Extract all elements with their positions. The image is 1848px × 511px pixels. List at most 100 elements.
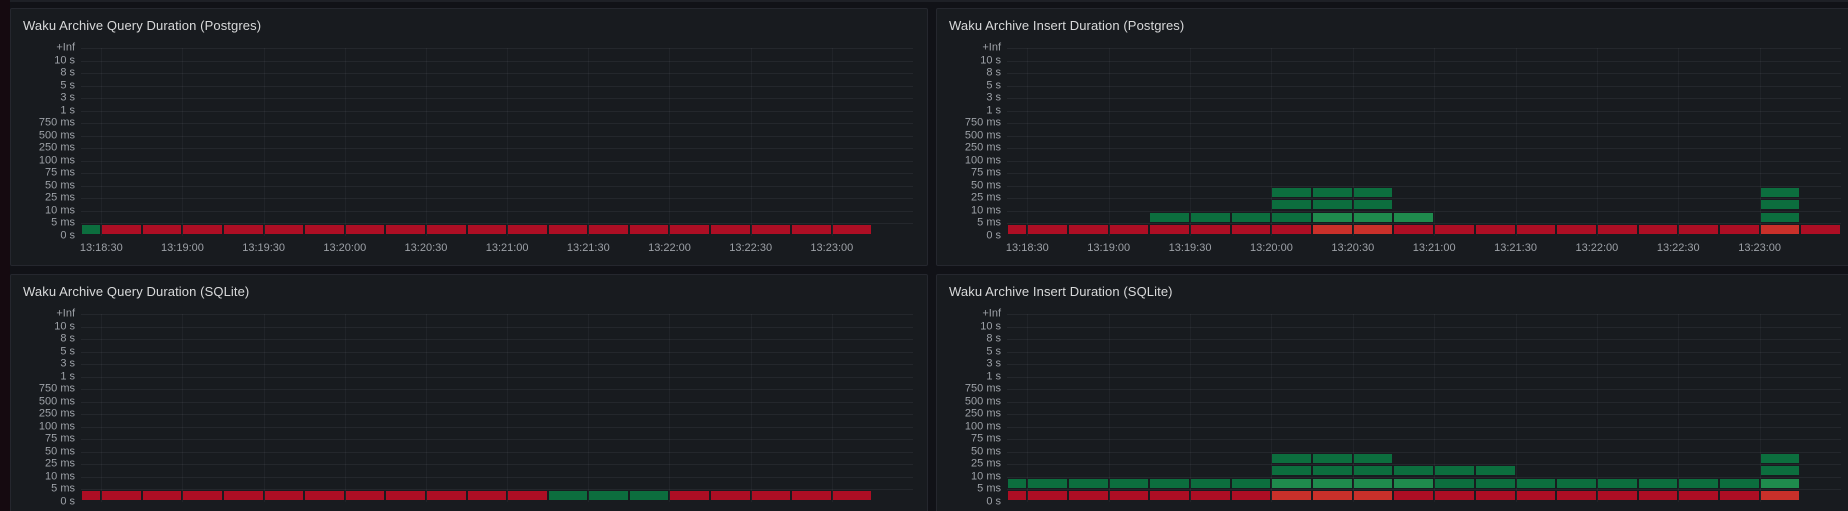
heatmap-cell[interactable] (1394, 478, 1434, 488)
heatmap-cell[interactable] (305, 491, 344, 501)
heatmap-cell[interactable] (1109, 478, 1149, 488)
heatmap-cell[interactable] (548, 491, 588, 501)
heatmap-cell[interactable] (1069, 225, 1108, 235)
heatmap-cell[interactable] (1313, 491, 1352, 501)
heatmap-cell[interactable] (1760, 187, 1800, 197)
heatmap-cell[interactable] (82, 225, 101, 235)
heatmap-cell[interactable] (1008, 491, 1027, 501)
heatmap-cell[interactable] (386, 491, 425, 501)
heatmap-cell[interactable] (1353, 212, 1393, 222)
heatmap-cell[interactable] (1272, 478, 1312, 488)
panel-header[interactable]: Waku Archive Query Duration (SQLite) (11, 275, 927, 307)
heatmap-cell[interactable] (1109, 491, 1149, 501)
panel-title[interactable]: Waku Archive Insert Duration (SQLite) (949, 283, 1173, 299)
heatmap-canvas[interactable] (1007, 48, 1841, 236)
heatmap-cell[interactable] (1150, 225, 1190, 235)
heatmap-cell[interactable] (102, 491, 141, 501)
heatmap-cell[interactable] (1272, 212, 1312, 222)
heatmap-cell[interactable] (1760, 453, 1800, 463)
heatmap-cell[interactable] (1028, 491, 1067, 501)
heatmap-cell[interactable] (1597, 478, 1637, 488)
heatmap-cell[interactable] (1394, 225, 1434, 235)
heatmap-cell[interactable] (1231, 491, 1271, 501)
heatmap-cell[interactable] (1191, 478, 1230, 488)
heatmap-cell[interactable] (1679, 478, 1718, 488)
heatmap-cell[interactable] (1760, 478, 1800, 488)
heatmap-cell[interactable] (305, 225, 344, 235)
heatmap-cell[interactable] (1191, 225, 1230, 235)
heatmap-cell[interactable] (1008, 225, 1027, 235)
heatmap-cell[interactable] (1475, 225, 1515, 235)
heatmap-cell[interactable] (1557, 478, 1596, 488)
heatmap-cell[interactable] (1475, 491, 1515, 501)
heatmap-cell[interactable] (1557, 491, 1596, 501)
heatmap-cell[interactable] (1353, 478, 1393, 488)
panel-title[interactable]: Waku Archive Query Duration (SQLite) (23, 283, 250, 299)
heatmap-cell[interactable] (1353, 453, 1393, 463)
heatmap-cell[interactable] (1801, 225, 1840, 235)
heatmap-cell[interactable] (1435, 466, 1474, 476)
heatmap-cell[interactable] (102, 225, 141, 235)
heatmap-cell[interactable] (1150, 478, 1190, 488)
heatmap-cell[interactable] (629, 225, 669, 235)
heatmap-cell[interactable] (1557, 225, 1596, 235)
heatmap-cell[interactable] (82, 491, 101, 501)
heatmap-cell[interactable] (508, 491, 547, 501)
heatmap-canvas[interactable] (1007, 314, 1841, 502)
heatmap-cell[interactable] (264, 491, 304, 501)
heatmap-cell[interactable] (1435, 225, 1474, 235)
heatmap-cell[interactable] (1150, 491, 1190, 501)
heatmap-cell[interactable] (1638, 478, 1678, 488)
heatmap-cell[interactable] (711, 225, 750, 235)
heatmap-cell[interactable] (548, 225, 588, 235)
heatmap-cell[interactable] (467, 491, 507, 501)
heatmap-cell[interactable] (751, 225, 791, 235)
heatmap-cell[interactable] (1760, 225, 1800, 235)
heatmap-cell[interactable] (1516, 478, 1556, 488)
heatmap-cell[interactable] (1719, 225, 1759, 235)
heatmap-cell[interactable] (508, 225, 547, 235)
heatmap-cell[interactable] (792, 491, 831, 501)
heatmap-cell[interactable] (1272, 200, 1312, 210)
heatmap-cell[interactable] (1150, 212, 1190, 222)
heatmap-cell[interactable] (1353, 225, 1393, 235)
heatmap-cell[interactable] (1272, 225, 1312, 235)
heatmap-cell[interactable] (1272, 491, 1312, 501)
heatmap-cell[interactable] (1313, 212, 1352, 222)
heatmap-cell[interactable] (345, 225, 385, 235)
heatmap-cell[interactable] (1760, 200, 1800, 210)
heatmap-cell[interactable] (1313, 225, 1352, 235)
panel-header[interactable]: Waku Archive Insert Duration (Postgres) (937, 9, 1848, 41)
heatmap-cell[interactable] (1679, 491, 1718, 501)
heatmap-cell[interactable] (1638, 225, 1678, 235)
heatmap-cell[interactable] (1597, 491, 1637, 501)
heatmap-cell[interactable] (792, 225, 831, 235)
heatmap-cell[interactable] (670, 225, 710, 235)
heatmap-cell[interactable] (832, 491, 872, 501)
heatmap-cell[interactable] (1638, 491, 1678, 501)
heatmap-cell[interactable] (1394, 466, 1434, 476)
heatmap-cell[interactable] (1028, 225, 1067, 235)
panel-header[interactable]: Waku Archive Query Duration (Postgres) (11, 9, 927, 41)
heatmap-cell[interactable] (224, 491, 263, 501)
heatmap-cell[interactable] (264, 225, 304, 235)
heatmap-cell[interactable] (142, 225, 182, 235)
heatmap-cell[interactable] (1353, 466, 1393, 476)
heatmap-cell[interactable] (1353, 187, 1393, 197)
heatmap-cell[interactable] (345, 491, 385, 501)
heatmap-cell[interactable] (1719, 478, 1759, 488)
heatmap-cell[interactable] (386, 225, 425, 235)
heatmap-cell[interactable] (589, 491, 628, 501)
heatmap-cell[interactable] (1435, 478, 1474, 488)
heatmap-cell[interactable] (1760, 466, 1800, 476)
heatmap-cell[interactable] (1191, 212, 1230, 222)
heatmap-cell[interactable] (1475, 466, 1515, 476)
heatmap-canvas[interactable] (81, 48, 913, 236)
heatmap-cell[interactable] (1760, 212, 1800, 222)
heatmap-cell[interactable] (1313, 453, 1352, 463)
heatmap-cell[interactable] (1109, 225, 1149, 235)
heatmap-cell[interactable] (183, 491, 223, 501)
heatmap-cell[interactable] (1435, 491, 1474, 501)
heatmap-cell[interactable] (1069, 491, 1108, 501)
heatmap-cell[interactable] (1516, 491, 1556, 501)
